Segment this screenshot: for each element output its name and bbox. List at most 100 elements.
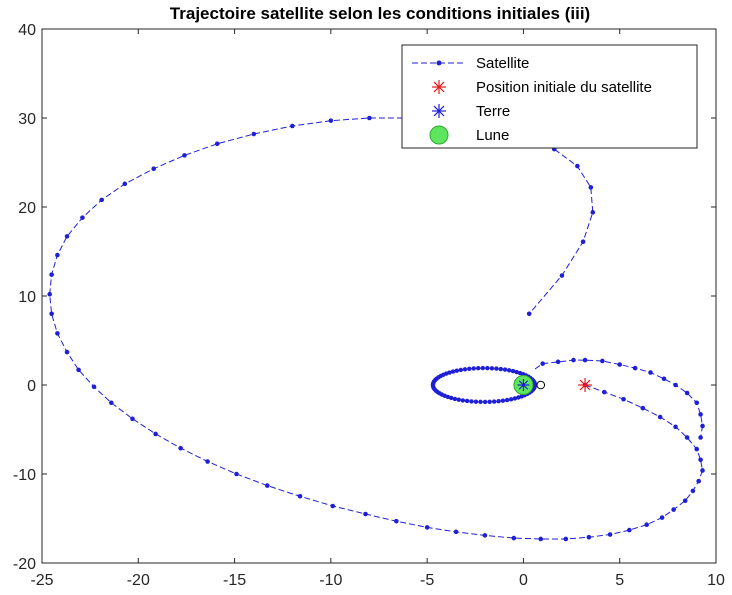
satellite-point (673, 382, 678, 388)
initial-position-marker (578, 378, 593, 392)
y-tick-label: -10 (13, 467, 36, 484)
satellite-point (682, 498, 688, 504)
satellite-point (473, 399, 479, 404)
satellite-point (394, 518, 399, 524)
satellite-point (330, 503, 336, 509)
satellite-point (538, 536, 544, 542)
satellite-point (496, 398, 501, 404)
earth-marker (517, 379, 530, 391)
satellite-point (694, 400, 700, 406)
satellite-point (363, 511, 368, 517)
satellite-point (462, 367, 468, 372)
x-tick-label: -25 (30, 572, 53, 589)
satellite-point (526, 311, 532, 317)
legend-label: Lune (476, 127, 509, 144)
satellite-point (671, 507, 676, 512)
satellite-point (367, 115, 372, 121)
satellite-point (482, 533, 488, 538)
x-tick-label: -15 (223, 572, 246, 589)
legend-label: Terre (476, 103, 510, 120)
satellite-point (498, 366, 504, 372)
satellite-point (607, 532, 613, 537)
satellite-point (64, 234, 70, 239)
satellite-point (657, 414, 663, 420)
legend-earth-star (432, 104, 446, 118)
satellite-point (458, 367, 463, 373)
legend-satellite-dot (436, 60, 442, 66)
satellite-point (424, 525, 430, 530)
x-tick-label: -5 (420, 572, 434, 589)
satellite-point (55, 331, 60, 336)
y-tick-label: 30 (18, 111, 36, 128)
legend: Satellite Position initiale du satellite T… (401, 44, 698, 149)
satellite-point (47, 291, 53, 297)
satellite-point (632, 365, 638, 371)
satellite-point (482, 399, 488, 405)
satellite-point (586, 534, 592, 540)
satellite-point (571, 357, 576, 363)
satellite-point (504, 397, 510, 403)
satellite-point (297, 493, 303, 499)
satellite-point (684, 435, 690, 440)
satellite-point (580, 239, 586, 245)
x-tick-label: 10 (707, 572, 725, 589)
satellite-point (582, 357, 588, 363)
satellite-point (698, 457, 703, 463)
x-tick-label: -20 (127, 572, 150, 589)
satellite-point (617, 362, 623, 367)
satellite-point (122, 181, 128, 187)
satellite-point (555, 359, 561, 365)
satellite-point (265, 483, 270, 488)
y-tick-label: 10 (18, 289, 36, 306)
satellite-point (234, 471, 239, 477)
satellite-point (109, 400, 114, 406)
satellite-point (450, 369, 456, 374)
satellite-point (602, 389, 607, 395)
chart-title: Trajectoire satellite selon les conditio… (170, 4, 590, 23)
satellite-point (696, 478, 701, 484)
satellite-point (469, 399, 474, 404)
satellite-point (449, 395, 454, 401)
satellite-point (464, 398, 470, 404)
legend-initial-star (432, 80, 446, 94)
satellite-point (55, 252, 60, 258)
legend-box (401, 44, 698, 149)
satellite-point (621, 396, 626, 402)
satellite-point (130, 416, 135, 422)
legend-label: Satellite (476, 55, 529, 72)
satellite-point (182, 153, 187, 158)
satellite-point (99, 197, 104, 203)
satellite-point (627, 527, 632, 533)
satellite-point (508, 397, 514, 402)
satellite-point (328, 118, 334, 123)
satellite-point (673, 424, 678, 430)
legend-label: Position initiale du satellite (476, 79, 652, 96)
satellite-point (478, 399, 483, 405)
satellite-point (575, 163, 580, 169)
satellite-point (49, 272, 54, 277)
y-tick-label: 40 (18, 22, 36, 39)
satellite-point (471, 366, 476, 371)
x-tick-label: -10 (319, 572, 342, 589)
satellite-point (445, 394, 451, 400)
satellite-point (489, 366, 495, 371)
satellite-point (151, 166, 156, 172)
satellite-point (640, 405, 646, 411)
satellite-point (684, 390, 690, 396)
satellite-point (502, 367, 508, 372)
satellite-point (661, 376, 667, 382)
satellite-point (559, 273, 565, 278)
satellite-point (500, 398, 506, 403)
satellite-point (659, 515, 665, 520)
satellite-point (510, 368, 516, 374)
satellite-point (514, 369, 519, 375)
satellite-point (494, 366, 499, 371)
satellite-point (600, 358, 605, 364)
satellite-point (563, 536, 569, 542)
satellite-point (153, 431, 158, 437)
satellite-point (251, 131, 257, 137)
data-series (47, 115, 705, 542)
satellite-point (476, 365, 481, 371)
satellite-point (80, 215, 85, 220)
